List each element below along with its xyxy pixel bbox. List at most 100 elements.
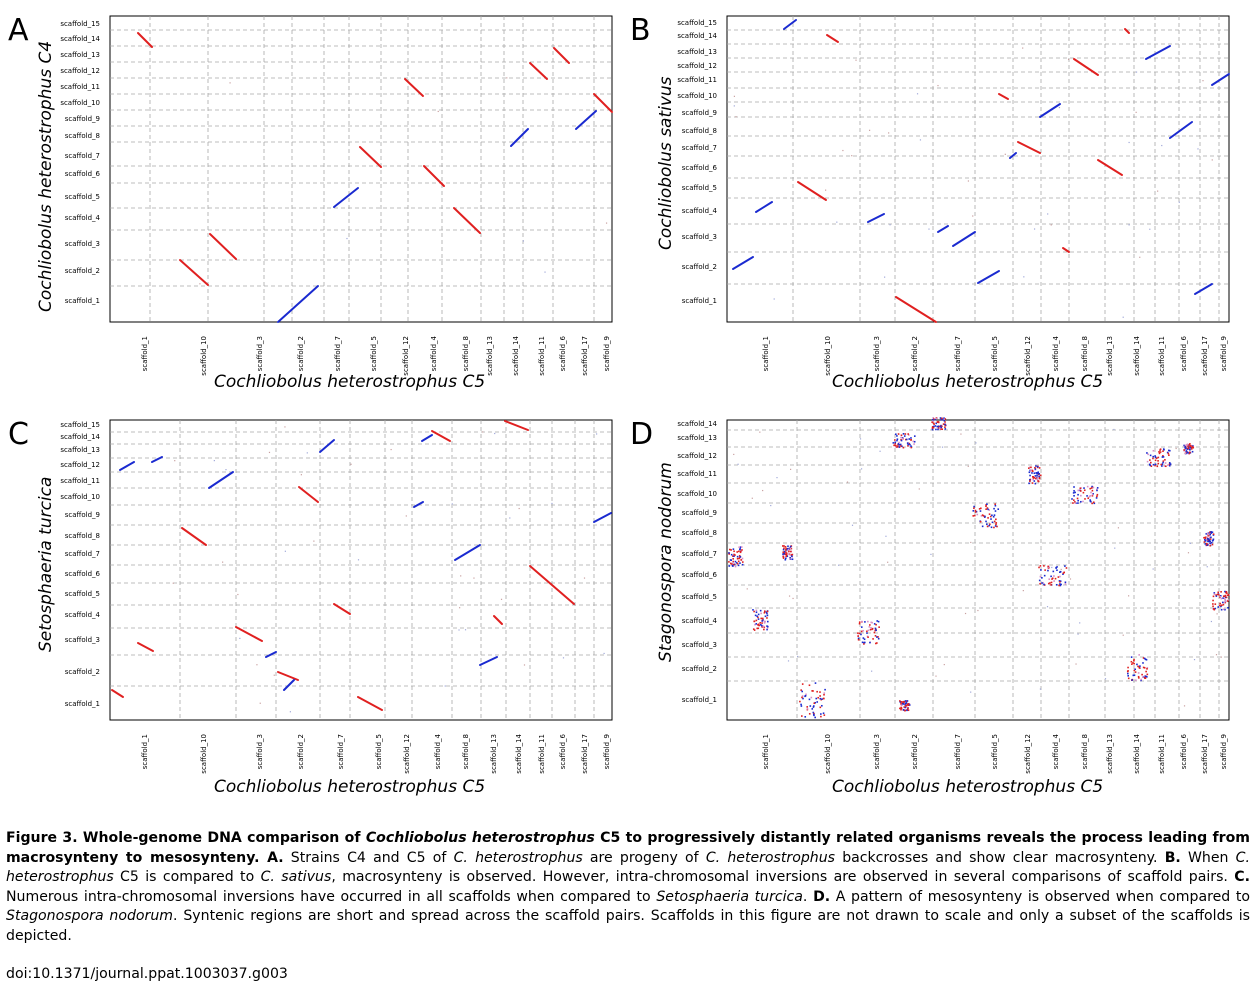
match-dot [900,436,902,439]
forward-match [137,32,153,48]
match-dot [1212,608,1215,610]
match-dot [753,620,756,623]
match-dot [801,683,804,685]
match-dot [1044,569,1046,571]
noise-dot [790,468,792,470]
match-dot [1222,608,1225,611]
match-dot [1136,663,1138,666]
y-tick-label: scaffold_7 [682,144,717,152]
match-dot [1211,531,1214,534]
match-dot [857,638,860,641]
match-dot [786,547,789,550]
noise-dot [225,469,227,471]
noise-dot [596,433,598,435]
noise-dot [1211,159,1213,161]
noise-dot [1023,276,1025,278]
match-dot [896,435,898,437]
match-dot [1219,602,1222,605]
match-dot [791,555,793,557]
forward-match [111,689,124,698]
match-dot [903,706,906,708]
match-dot [906,707,909,709]
noise-dot [825,189,827,191]
match-dot [1167,452,1170,455]
y-tick-label: scaffold_4 [682,207,718,215]
noise-dot [174,460,176,462]
noise-dot [928,228,930,230]
match-dot [941,417,943,420]
match-dot [785,551,787,554]
caption-figure-number: Figure 3. [6,830,78,846]
y-tick-label: scaffold_12 [677,62,717,70]
match-dot [808,713,811,715]
match-dot [766,625,768,627]
match-dot [1034,468,1037,470]
match-dot [783,552,786,555]
noise-dot [842,149,844,152]
match-dot [1134,668,1136,671]
match-dot [980,507,982,510]
match-dot [1160,463,1162,466]
match-dot [784,553,787,556]
match-dot [896,445,899,448]
match-dot [732,558,734,560]
match-dot [1131,679,1133,681]
match-dot [1064,583,1067,585]
caption-species: C. heterostrophus [453,849,583,866]
match-dot [1132,662,1134,664]
match-dot [1059,581,1061,583]
match-dot [782,553,784,555]
match-dot [866,630,868,633]
doi-link[interactable]: doi:10.1371/journal.ppat.1003037.g003 [6,966,288,982]
match-dot [940,419,943,421]
x-tick-label: scaffold_4 [1052,733,1060,769]
match-dot [1220,591,1222,593]
match-dot [734,560,737,563]
match-dot [1203,536,1205,539]
noise-dot [972,215,974,217]
match-dot [1058,580,1061,582]
match-dot [973,505,975,508]
match-dot [1033,472,1036,475]
match-dot [1143,657,1146,660]
reverse-match [413,501,424,508]
match-dot [1033,480,1036,482]
match-dot [734,554,736,556]
x-axis-title: Cochliobolus heterostrophus C5 [832,372,1104,392]
match-dot [876,620,879,622]
match-dot [1071,498,1073,500]
noise-dot [1175,447,1177,450]
reverse-match [755,201,773,213]
match-dot [1164,462,1167,464]
match-dot [733,563,736,566]
noise-dot [1135,71,1138,73]
match-dot [789,556,791,559]
match-dot [1090,487,1093,489]
match-dot [1224,600,1227,602]
match-dot [820,713,822,715]
match-dot [1079,487,1082,490]
noise-dot [451,503,453,505]
noise-dot [1152,568,1154,570]
noise-dot [859,438,862,440]
match-dot [857,637,860,640]
x-tick-label: scaffold_5 [375,734,383,769]
match-dot [1207,540,1209,543]
panel-letter: D [630,417,654,452]
match-dot [1163,448,1165,451]
match-dot [761,622,763,624]
match-dot [1219,604,1221,607]
match-dot [1032,477,1035,479]
match-dot [801,695,804,697]
noise-dot [918,488,920,490]
plot-frame [726,15,1230,323]
match-dot [1140,679,1142,682]
x-tick-label: scaffold_17 [1201,336,1209,376]
match-dot [1039,565,1042,567]
match-dot [899,701,902,703]
match-dot [733,555,735,557]
reverse-match [265,651,277,658]
match-dot [893,444,895,447]
match-dot [944,423,946,426]
noise-dot [237,593,239,596]
